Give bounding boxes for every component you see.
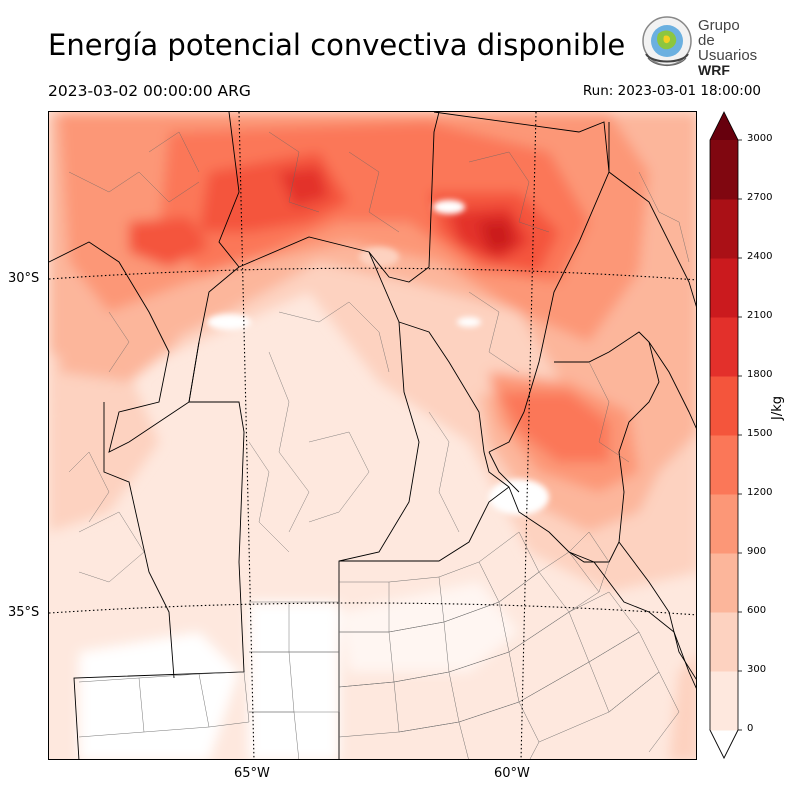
- colorbar-band: [710, 376, 738, 436]
- colorbar-band: [710, 258, 738, 318]
- lon-label-60w: 60°W: [494, 766, 530, 781]
- colorbar-tick-label: 2100: [747, 310, 773, 321]
- colorbar-band: [710, 553, 738, 613]
- graticule-30s: [49, 267, 696, 281]
- run-time-label: Run: 2023-03-01 18:00:00: [582, 83, 761, 99]
- colorbar-tick-label: 2400: [747, 251, 773, 262]
- colorbar-tick-label: 1800: [747, 369, 773, 380]
- colorbar-tick-label: 600: [747, 605, 767, 616]
- coastline: [568, 551, 696, 689]
- colorbar: [709, 111, 742, 759]
- colorbar-band: [710, 140, 738, 200]
- colorbar-extend-max: [710, 112, 738, 140]
- valid-time-label: 2023-03-02 00:00:00 ARG: [48, 82, 251, 100]
- cape-map: [48, 111, 697, 760]
- colorbar-tick-label: 0: [747, 723, 754, 734]
- globe-emblem-icon: [642, 16, 692, 67]
- graticule-35s: [49, 602, 696, 616]
- department-boundaries: [68, 131, 690, 583]
- colorbar-tick-label: 1500: [747, 428, 773, 439]
- logo-line-1: Grupo de: [698, 17, 740, 49]
- colorbar-tick-label: 3000: [747, 133, 773, 144]
- colorbar-band: [710, 199, 738, 259]
- colorbar-tick-label: 2700: [747, 192, 773, 203]
- chart-title: Energía potencial convectiva disponible: [48, 28, 626, 62]
- lat-label-35s: 35°S: [8, 605, 40, 620]
- colorbar-units: J/kg: [770, 396, 785, 420]
- colorbar-tick-label: 300: [747, 664, 767, 675]
- graticule: [49, 112, 696, 759]
- cape-map-svg: [49, 112, 696, 759]
- logo-text: Grupo de Usuarios WRF: [698, 18, 758, 78]
- logo-line-3: WRF: [698, 62, 730, 78]
- lon-label-65w: 65°W: [234, 766, 270, 781]
- colorbar-band: [710, 494, 738, 554]
- colorbar-band: [710, 612, 738, 672]
- colorbar-tick-label: 900: [747, 546, 767, 557]
- logo-line-2: Usuarios: [698, 47, 758, 64]
- lat-label-30s: 30°S: [8, 271, 40, 286]
- colorbar-band: [710, 317, 738, 377]
- colorbar-tick-label: 1200: [747, 487, 773, 498]
- cape-shaded-field: [49, 112, 696, 759]
- colorbar-extend-min: [709, 729, 739, 759]
- colorbar-band: [710, 435, 738, 495]
- buenos-aires-partidos: [78, 531, 680, 759]
- graticule-60w: [520, 112, 537, 759]
- wrf-group-logo: Grupo de Usuarios WRF: [638, 14, 758, 78]
- colorbar-band: [710, 671, 738, 731]
- graticule-65w: [238, 112, 255, 759]
